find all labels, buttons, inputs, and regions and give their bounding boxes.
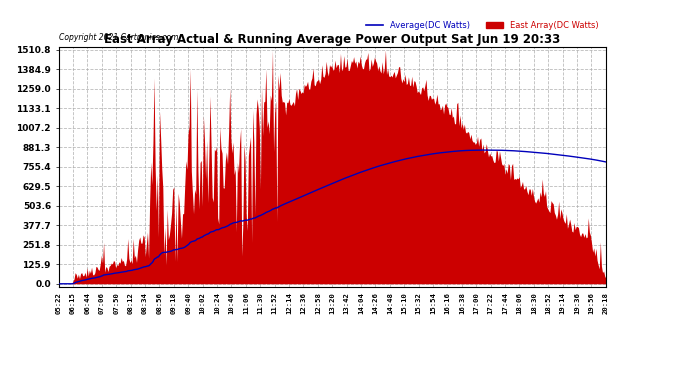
Text: Copyright 2021 Cartronics.com: Copyright 2021 Cartronics.com — [59, 33, 178, 42]
Title: East Array Actual & Running Average Power Output Sat Jun 19 20:33: East Array Actual & Running Average Powe… — [104, 33, 560, 46]
Legend: Average(DC Watts), East Array(DC Watts): Average(DC Watts), East Array(DC Watts) — [363, 18, 602, 33]
